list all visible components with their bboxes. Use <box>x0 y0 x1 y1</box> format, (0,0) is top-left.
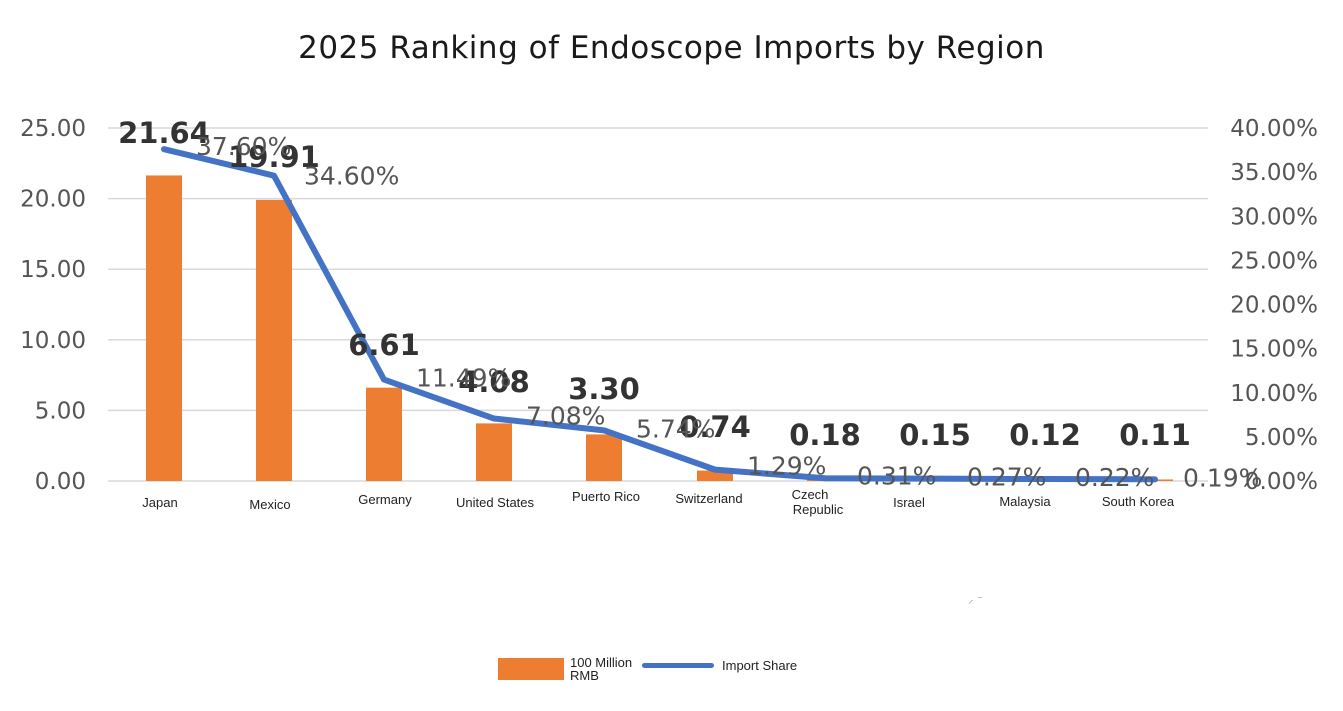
right-tick-label: 15.00% <box>1230 337 1318 363</box>
line-value-label: 7.08% <box>526 402 605 431</box>
bar <box>697 470 733 481</box>
right-axis-ticks: 0.00% 5.00% 10.00% 15.00% 20.00% 25.00% 30.00%… <box>1230 116 1318 495</box>
line-value-label: 37.60% <box>196 132 291 161</box>
left-tick-label: 20.00 <box>20 187 86 213</box>
right-tick-label: 10.00% <box>1230 381 1318 407</box>
bar-value-label: 19.91 <box>228 140 320 174</box>
bar-data-labels: 21.64 19.91 6.61 4.08 3.30 0.74 0.18 0.15 0.12 0.… <box>118 116 1191 452</box>
bar-value-label: 0.74 <box>679 410 751 444</box>
left-tick-label: 5.00 <box>35 398 86 424</box>
import-share-line <box>161 146 1158 483</box>
bar <box>476 423 512 481</box>
bar <box>256 199 292 482</box>
right-tick-label: 5.00% <box>1245 425 1318 451</box>
left-tick-label: 0.00 <box>35 469 86 495</box>
left-tick-label: 10.00 <box>20 328 86 354</box>
category-label: Malaysia <box>999 494 1051 509</box>
line-data-labels: 37.60% 34.60% 11.49% 7.08% 5.74% 1.29% 0.31% 0.… <box>196 132 1262 492</box>
legend-line-label: Import Share <box>722 658 798 673</box>
category-labels: Japan Mexico Germany United States Puerto Ri… <box>142 487 1175 517</box>
legend-item-bar: 100 Million RMB <box>498 656 632 682</box>
bar <box>586 434 622 481</box>
legend-item-line: Import Share <box>642 658 797 673</box>
bar-value-label: 0.11 <box>1119 418 1191 452</box>
legend-bar-label-2: RMB <box>570 668 599 683</box>
right-tick-label: 35.00% <box>1230 160 1318 186</box>
bar-value-label: 0.12 <box>1009 418 1081 452</box>
left-tick-label: 15.00 <box>20 257 86 283</box>
bar-value-label: 4.08 <box>458 365 530 399</box>
category-label: South Korea <box>1102 494 1175 509</box>
line-value-label: 34.60% <box>304 162 399 191</box>
category-label: Japan <box>142 495 177 510</box>
category-label: Israel <box>893 495 925 510</box>
line-value-label: 1.29% <box>747 452 826 481</box>
category-label: United States <box>456 495 535 510</box>
line-value-label: 5.74% <box>636 414 715 443</box>
line-series <box>161 146 1158 483</box>
line-value-label: 0.27% <box>967 463 1046 492</box>
line-value-label: 0.22% <box>1075 463 1154 492</box>
left-axis-ticks: 0.00 5.00 10.00 15.00 20.00 25.00 <box>20 116 86 495</box>
category-label: Germany <box>358 492 412 507</box>
bar <box>366 387 402 481</box>
line-value-label: 0.19% <box>1183 463 1262 492</box>
category-label: Switzerland <box>675 491 742 506</box>
legend: 100 Million RMB Import Share <box>0 656 1343 686</box>
bar-value-label: 3.30 <box>568 372 640 406</box>
category-label: Puerto Rico <box>572 489 640 504</box>
bar-value-label: 0.18 <box>789 418 861 452</box>
line-value-label: 0.31% <box>857 461 936 490</box>
category-label: Mexico <box>249 497 290 512</box>
bar-value-label: 6.61 <box>348 328 420 362</box>
right-tick-label: 25.00% <box>1230 248 1318 274</box>
bar-series <box>146 175 1173 482</box>
bar <box>146 175 182 481</box>
right-tick-label: 0.00% <box>1245 469 1318 495</box>
line-value-label: 11.49% <box>416 364 511 393</box>
right-tick-label: 40.00% <box>1230 116 1318 142</box>
left-tick-label: 25.00 <box>20 116 86 142</box>
legend-line-swatch <box>642 663 714 668</box>
legend-bar-swatch <box>498 658 564 680</box>
bar-value-label: 0.15 <box>899 418 971 452</box>
bar-value-label: 21.64 <box>118 116 210 150</box>
right-tick-label: 30.00% <box>1230 204 1318 230</box>
chart-title: 2025 Ranking of Endoscope Imports by Reg… <box>298 30 1045 66</box>
category-label: Czech Republic <box>792 487 844 517</box>
legend-bar-label-1: 100 Million <box>570 655 633 670</box>
stray-mark: ⸝ ⁻ <box>968 593 983 606</box>
right-tick-label: 20.00% <box>1230 293 1318 319</box>
